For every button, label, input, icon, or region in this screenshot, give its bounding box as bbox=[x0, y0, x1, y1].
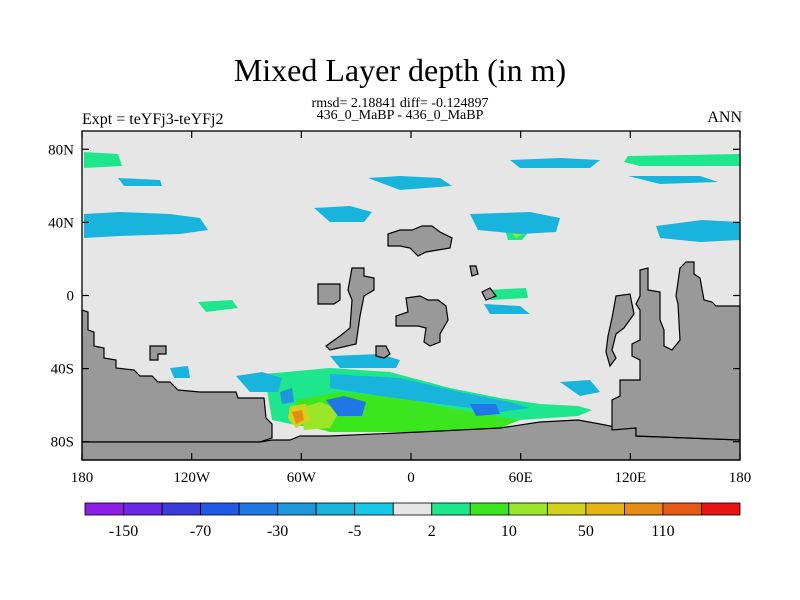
anomaly-southern-ocean-cyan-band bbox=[236, 372, 282, 392]
landmass-central-northwest bbox=[325, 267, 375, 351]
colorbar-label: -70 bbox=[190, 523, 211, 540]
anomaly-north-pacific-east-cyan-2 bbox=[628, 176, 718, 184]
colorbar-swatch bbox=[585, 502, 625, 516]
anomaly-north-pacific-cyan bbox=[84, 212, 208, 238]
anomaly-southern-ocean-blue-2 bbox=[470, 404, 500, 416]
anomaly-southern-ocean-orange bbox=[292, 410, 304, 424]
period-line: 436_0_MaBP - 436_0_MaBP bbox=[316, 108, 484, 123]
x-tick-label: 120W bbox=[173, 470, 211, 486]
colorbar-swatch bbox=[392, 502, 433, 516]
x-tick-label: 180 bbox=[71, 470, 94, 486]
landmass-central-south bbox=[375, 345, 391, 359]
x-tick-label: 0 bbox=[407, 470, 415, 486]
anomaly-south-pacific-cyan bbox=[170, 366, 190, 378]
y-tick-label: 80S bbox=[51, 435, 74, 451]
anomaly-tropical-cyan bbox=[484, 304, 530, 314]
anomaly-tropical-pacific-green bbox=[198, 300, 238, 312]
landmass-island-pacific bbox=[149, 345, 167, 361]
land-layer bbox=[81, 225, 741, 461]
x-tick-label: 60E bbox=[509, 470, 533, 486]
anomaly-north-pacific-cyan-2 bbox=[118, 178, 162, 186]
colorbar-label: -30 bbox=[267, 523, 288, 540]
y-tick-label: 0 bbox=[67, 289, 75, 305]
anomaly-southern-ocean-cyan-band-3 bbox=[330, 374, 530, 412]
colorbar-label: 50 bbox=[578, 523, 594, 540]
colorbar-label: -5 bbox=[348, 523, 361, 540]
y-tick-label: 80N bbox=[48, 142, 74, 158]
colorbar-swatch bbox=[277, 502, 317, 516]
colorbar-swatch bbox=[469, 502, 510, 516]
x-tick-label: 180 bbox=[729, 470, 752, 486]
colorbar-swatch bbox=[123, 502, 163, 516]
stats-line: rmsd= 2.18841 diff= -0.124897 bbox=[311, 96, 489, 111]
anomaly-north-atlantic-cyan-2 bbox=[368, 176, 452, 190]
colorbar-swatch bbox=[84, 502, 124, 516]
anomaly-north-atlantic-cyan bbox=[314, 206, 372, 222]
x-tick-label: 60W bbox=[287, 470, 317, 486]
colorbar-swatch bbox=[546, 502, 587, 516]
anomaly-southern-ocean-blue bbox=[326, 396, 366, 416]
season-label: ANN bbox=[707, 109, 742, 126]
colorbar-swatch bbox=[315, 502, 356, 516]
anomaly-arctic-east-green bbox=[624, 154, 740, 166]
y-tick-label: 40S bbox=[51, 362, 74, 378]
colorbar: -150 -70 -30 -5 2 10 50 110 bbox=[84, 502, 741, 540]
anomaly-indian-ocean-cyan bbox=[560, 380, 600, 396]
landmass-east-island bbox=[605, 293, 635, 368]
colorbar-swatch bbox=[200, 502, 240, 516]
colorbar-swatch bbox=[354, 502, 394, 516]
landmass-central bbox=[395, 295, 449, 347]
anomaly-southern-ocean-blue-3 bbox=[280, 388, 294, 404]
x-axis: 180 120W 60W 0 60E 120E 180 bbox=[71, 131, 752, 486]
landmass-central-west bbox=[317, 283, 341, 305]
colorbar-label: 110 bbox=[651, 523, 674, 540]
anomaly-north-pacific-east-cyan bbox=[656, 220, 740, 242]
anomaly-tropical-atlantic-green bbox=[486, 288, 528, 300]
colorbar-label: 2 bbox=[428, 523, 436, 540]
y-tick-label: 40N bbox=[48, 215, 74, 231]
landmass-east-block bbox=[611, 261, 741, 441]
colorbar-swatch bbox=[701, 502, 741, 516]
anomaly-arctic-cyan bbox=[510, 158, 600, 168]
landmass-north-island bbox=[469, 265, 479, 277]
figure-title: Mixed Layer depth (in m) bbox=[233, 52, 567, 88]
field-layer bbox=[84, 152, 740, 432]
colorbar-swatch bbox=[431, 502, 471, 516]
landmass-north-block bbox=[387, 225, 453, 257]
x-tick-label: 120E bbox=[614, 470, 646, 486]
colorbar-swatch bbox=[161, 502, 201, 516]
colorbar-swatch bbox=[624, 502, 664, 516]
anomaly-north-atlantic-east-cyan bbox=[470, 212, 560, 234]
colorbar-label: -150 bbox=[109, 523, 138, 540]
colorbar-label: 10 bbox=[501, 523, 517, 540]
landmass-small-mid bbox=[481, 287, 497, 301]
y-axis: 80N 40N 0 40S 80S bbox=[48, 142, 740, 451]
landmass-west-south-america bbox=[81, 309, 273, 443]
anomaly-arctic-west-green bbox=[84, 152, 122, 168]
anomaly-southern-ocean-yellow-band bbox=[300, 402, 340, 430]
colorbar-swatch bbox=[662, 502, 702, 516]
experiment-label: Expt = teYFj3-teYFj2 bbox=[82, 111, 224, 128]
colorbar-swatch bbox=[238, 502, 279, 516]
colorbar-swatch bbox=[508, 502, 548, 516]
